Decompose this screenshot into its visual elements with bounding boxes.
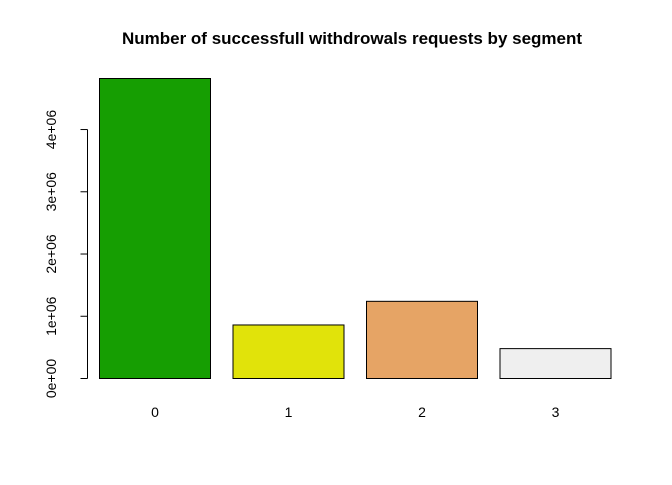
bar-1 bbox=[232, 324, 345, 379]
x-tick-label-1: 1 bbox=[285, 404, 293, 420]
y-tick-label-2: 2e+06 bbox=[43, 234, 59, 274]
y-tick-label-0: 0e+00 bbox=[43, 359, 59, 399]
bar-3 bbox=[499, 348, 612, 379]
y-tick-label-1: 1e+06 bbox=[43, 296, 59, 336]
x-tick-label-3: 3 bbox=[552, 404, 560, 420]
bar-0 bbox=[99, 78, 211, 379]
y-tick-label-3: 3e+06 bbox=[43, 172, 59, 212]
x-tick-label-0: 0 bbox=[151, 404, 159, 420]
chart-title: Number of successfull withdrowals reques… bbox=[121, 29, 583, 48]
y-tick-label-4: 4e+06 bbox=[43, 110, 59, 150]
x-tick-label-2: 2 bbox=[418, 404, 426, 420]
bar-2 bbox=[366, 300, 478, 379]
